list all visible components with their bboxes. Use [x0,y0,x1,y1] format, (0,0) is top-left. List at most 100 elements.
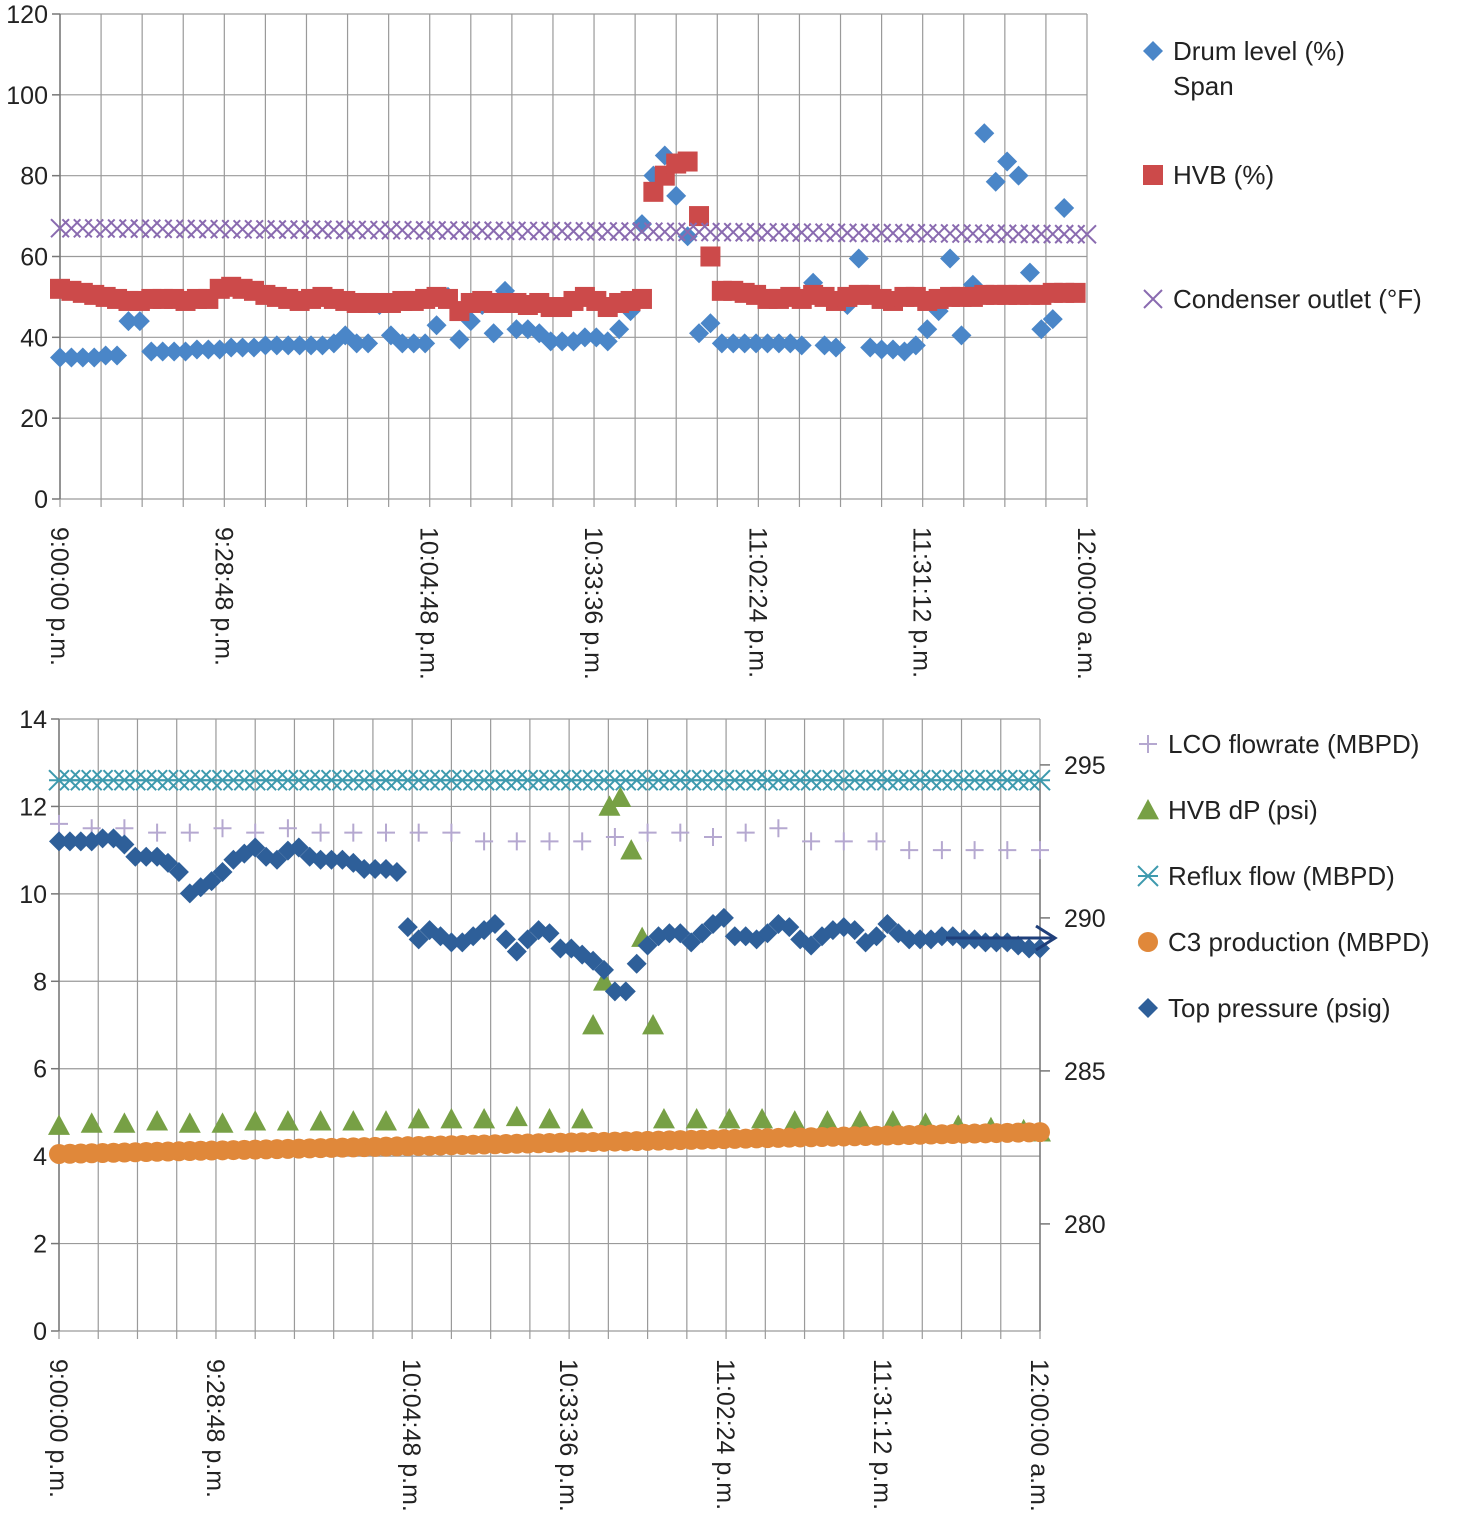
data-point [164,341,185,362]
data-point [495,929,516,950]
data-point [652,1107,675,1129]
data-point [201,871,222,892]
data-point [221,337,242,358]
legend-item: Reflux flow (MBPD) [1137,861,1395,891]
data-point [483,323,504,344]
data-point [594,959,614,980]
data-point [689,323,710,344]
data-point [146,1110,169,1131]
arrow-head [1035,924,1058,952]
data-point [49,831,69,852]
data-point [849,1110,872,1131]
data-point [643,181,664,202]
legend-label: Drum level (%) [1173,36,1345,66]
data-point [997,151,1018,172]
data-point [736,823,755,842]
legend-item: HVB dP (psi) [1137,795,1318,825]
data-point [505,1105,528,1127]
data-point [212,862,233,882]
data-point [245,837,266,858]
data-point [441,932,462,953]
data-point [1077,224,1097,244]
data-point [751,1107,774,1129]
data-point [638,823,657,842]
data-point [711,333,732,354]
x-tick-label: 9:28:48 p.m. [201,1359,229,1498]
data-point [677,151,698,172]
legend-label: HVB dP (psi) [1168,795,1318,825]
legend-label: Top pressure (psig) [1168,993,1391,1023]
data-point [211,1112,234,1133]
data-point [626,953,647,974]
series-drum-level [50,123,1075,368]
x-tick-label: 10:04:48 p.m. [397,1359,425,1512]
data-point [666,185,687,206]
x-tick-label: 9:00:00 p.m. [44,1359,72,1498]
data-point [538,1107,561,1129]
legend-marker [1143,289,1163,309]
chart-top: 0 20 40 60 80 100 120 9:00:00 p.m. 9:28:48 p.m. 1… [6,1,1422,680]
y-tick-label: 40 [20,324,48,352]
data-point [723,333,744,354]
data-point [757,923,778,944]
data-point [718,1107,741,1129]
y-tick-label: 8 [33,968,47,996]
x-tick-label: 10:04:48 p.m. [415,527,443,680]
data-point [689,206,710,227]
data-point [178,1112,201,1133]
data-point [266,335,287,356]
data-point [107,345,128,366]
data-point [95,345,116,366]
x-tick-label: 12:00:00 a.m. [1072,527,1100,680]
legend-label: Condenser outlet (°F) [1173,284,1422,314]
legend-marker [1139,735,1157,753]
data-point [905,335,926,356]
data-point [168,862,189,882]
data-point [899,929,920,950]
y-tick-label: 0 [34,486,48,514]
data-point [917,319,938,340]
data-point [517,929,538,950]
data-point [1042,309,1063,330]
data-point [409,823,428,842]
y-tick-label: 4 [33,1143,47,1171]
data-point [114,834,135,855]
data-point [50,347,70,368]
y-tick-label: 6 [33,1056,47,1084]
data-point [48,1114,70,1135]
data-point [615,981,636,1002]
data-point [552,331,573,352]
data-point [932,841,951,860]
data-point [186,339,207,360]
legend-marker [1138,998,1158,1018]
data-point [783,1110,806,1131]
data-point [724,926,745,947]
data-point [574,327,595,348]
data-point [604,981,625,1002]
data-point [998,841,1017,860]
data-point [397,917,418,938]
data-point [910,929,931,950]
data-point [871,339,892,360]
data-point [848,248,869,269]
data-point [801,935,822,956]
legend-item: HVB (%) [1143,160,1274,190]
data-point [309,1110,332,1131]
data-point [506,319,527,340]
legend-item: C3 production (MBPD) [1138,927,1430,957]
series-hvb [50,151,1086,322]
data-point [573,832,592,851]
data-point [407,1107,430,1129]
x-tick-label: 10:33:36 p.m. [579,527,607,680]
data-point [1031,841,1049,860]
x-tick-label: 11:02:24 p.m. [711,1359,739,1510]
y-tick-label: 80 [20,163,48,191]
y-tick-label: 0 [33,1318,47,1346]
data-point [365,858,386,879]
data-point [473,1107,496,1129]
data-point [940,248,961,269]
series-condenser-outlet-f [50,218,1097,244]
x-tick-label: 11:31:12 p.m. [908,527,936,678]
data-point [951,325,972,346]
